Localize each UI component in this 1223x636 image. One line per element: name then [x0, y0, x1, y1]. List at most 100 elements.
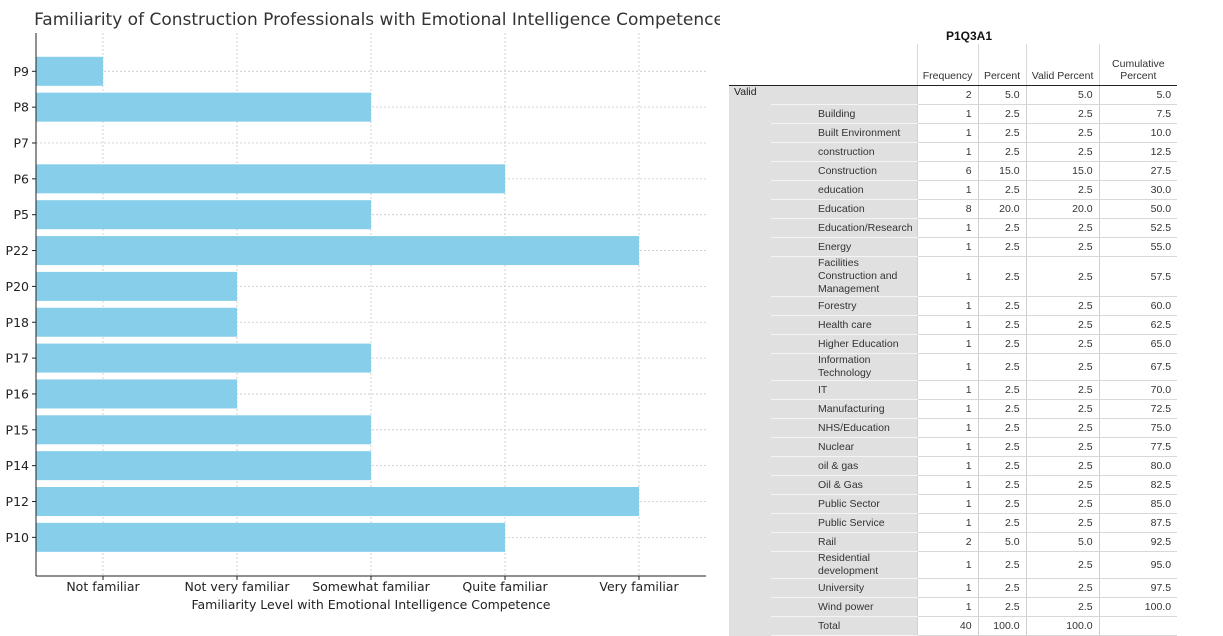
cell-percent: 2.5: [977, 315, 1027, 335]
cell-percent: 2.5: [977, 578, 1027, 598]
cell-frequency: 1: [916, 142, 979, 162]
cell-cumulative-percent: 75.0: [1098, 418, 1178, 438]
cell-valid-percent: 2.5: [1025, 597, 1100, 617]
bar-p12: [36, 487, 639, 516]
cell-valid-percent: 15.0: [1025, 161, 1100, 181]
cell-frequency: 1: [916, 578, 979, 598]
cell-frequency: 1: [916, 315, 979, 335]
cell-cumulative-percent: 92.5: [1098, 532, 1178, 552]
table-row: NHS/Education 1 2.5 2.5 75.0: [729, 418, 1178, 438]
row-label: Energy: [771, 237, 918, 257]
cell-cumulative-percent: 62.5: [1098, 315, 1178, 335]
cell-cumulative-percent: 52.5: [1098, 218, 1178, 238]
header-valid-percent: Valid Percent: [1025, 44, 1100, 86]
table-row: Facilities Construction and Management 1 2…: [729, 256, 1178, 297]
cell-frequency: 2: [916, 532, 979, 552]
cell-cumulative-percent: 85.0: [1098, 494, 1178, 514]
row-label: Facilities Construction and Management: [771, 256, 918, 297]
table-row: Total 40 100.0 100.0: [729, 616, 1178, 636]
cell-cumulative-percent: 60.0: [1098, 296, 1178, 316]
cell-cumulative-percent: 77.5: [1098, 437, 1178, 457]
header-cumulative-percent: Cumulative Percent: [1098, 44, 1178, 86]
bar-p22: [36, 236, 639, 266]
cell-valid-percent: 2.5: [1025, 180, 1100, 200]
cell-frequency: 2: [916, 85, 979, 105]
cell-valid-percent: 100.0: [1025, 616, 1100, 636]
cell-valid-percent: 2.5: [1025, 104, 1100, 124]
cell-frequency: 6: [916, 161, 979, 181]
cell-valid-percent: 2.5: [1025, 380, 1100, 400]
table-row: Forestry 1 2.5 2.5 60.0: [729, 296, 1178, 316]
header-frequency: Frequency: [916, 44, 979, 86]
cell-percent: 2.5: [977, 142, 1027, 162]
cell-percent: 2.5: [977, 180, 1027, 200]
cell-valid-percent: 2.5: [1025, 296, 1100, 316]
cell-cumulative-percent: 65.0: [1098, 334, 1178, 354]
cell-percent: 100.0: [977, 616, 1027, 636]
cell-valid-percent: 2.5: [1025, 418, 1100, 438]
cell-cumulative-percent: 95.0: [1098, 551, 1178, 579]
cell-cumulative-percent: 7.5: [1098, 104, 1178, 124]
table-row: IT 1 2.5 2.5 70.0: [729, 380, 1178, 400]
table-row: Education 8 20.0 20.0 50.0: [729, 199, 1178, 219]
cell-cumulative-percent: 57.5: [1098, 256, 1178, 297]
table-row: Manufacturing 1 2.5 2.5 72.5: [729, 399, 1178, 419]
x-tick-label: Not very familiar: [185, 579, 291, 594]
row-label: Manufacturing: [771, 399, 918, 419]
chart-svg: Familiarity of Construction Professional…: [6, 10, 720, 612]
cell-cumulative-percent: 27.5: [1098, 161, 1178, 181]
cell-cumulative-percent: 10.0: [1098, 123, 1178, 143]
cell-percent: 2.5: [977, 551, 1027, 579]
x-axis-label: Familiarity Level with Emotional Intelli…: [191, 597, 550, 612]
cell-frequency: 1: [916, 380, 979, 400]
cell-frequency: 1: [916, 296, 979, 316]
table-row: education 1 2.5 2.5 30.0: [729, 180, 1178, 200]
cell-frequency: 1: [916, 437, 979, 457]
table-body: Valid 2 5.0 5.0 5.0 Building 1 2.5 2.5 7.5 Built E…: [729, 85, 1178, 636]
y-tick-label: P22: [6, 243, 29, 258]
header-blank: [729, 44, 918, 86]
cell-valid-percent: 20.0: [1025, 199, 1100, 219]
cell-valid-percent: 2.5: [1025, 399, 1100, 419]
row-label: Oil & Gas: [771, 475, 918, 495]
table-row: Valid 2 5.0 5.0 5.0: [729, 85, 1178, 636]
table-row: Built Environment 1 2.5 2.5 10.0: [729, 123, 1178, 143]
table-row: Public Service 1 2.5 2.5 87.5: [729, 513, 1178, 533]
y-tick-label: P14: [6, 458, 29, 473]
row-label: NHS/Education: [771, 418, 918, 438]
y-tick-label: P20: [6, 279, 29, 294]
y-tick-label: P10: [6, 530, 29, 545]
cell-valid-percent: 5.0: [1025, 532, 1100, 552]
bar-p18: [36, 307, 237, 337]
cell-percent: 5.0: [977, 85, 1027, 105]
cell-valid-percent: 2.5: [1025, 475, 1100, 495]
cell-percent: 2.5: [977, 437, 1027, 457]
cell-valid-percent: 2.5: [1025, 494, 1100, 514]
row-label: Construction: [771, 161, 918, 181]
cell-frequency: 1: [916, 456, 979, 476]
table-title: P1Q3A1: [945, 29, 993, 43]
row-label: Higher Education: [771, 334, 918, 354]
cell-frequency: 1: [916, 104, 979, 124]
bar-p6: [36, 164, 505, 194]
x-tick-label: Not familiar: [66, 579, 140, 594]
cell-percent: 2.5: [977, 218, 1027, 238]
cell-cumulative-percent: 80.0: [1098, 456, 1178, 476]
cell-percent: 20.0: [977, 199, 1027, 219]
row-label: IT: [771, 380, 918, 400]
cell-frequency: 1: [916, 218, 979, 238]
cell-valid-percent: 2.5: [1025, 551, 1100, 579]
table-row: oil & gas 1 2.5 2.5 80.0: [729, 456, 1178, 476]
cell-cumulative-percent: 87.5: [1098, 513, 1178, 533]
cell-cumulative-percent: 5.0: [1098, 85, 1178, 105]
cell-percent: 2.5: [977, 399, 1027, 419]
cell-percent: 15.0: [977, 161, 1027, 181]
table-row: construction 1 2.5 2.5 12.5: [729, 142, 1178, 162]
cell-percent: 2.5: [977, 456, 1027, 476]
cell-valid-percent: 2.5: [1025, 237, 1100, 257]
cell-percent: 2.5: [977, 353, 1027, 381]
table-row: Information Technology 1 2.5 2.5 67.5: [729, 353, 1178, 381]
row-label: Education: [771, 199, 918, 219]
row-label: Wind power: [771, 597, 918, 617]
x-tick-label: Somewhat familiar: [312, 579, 430, 594]
